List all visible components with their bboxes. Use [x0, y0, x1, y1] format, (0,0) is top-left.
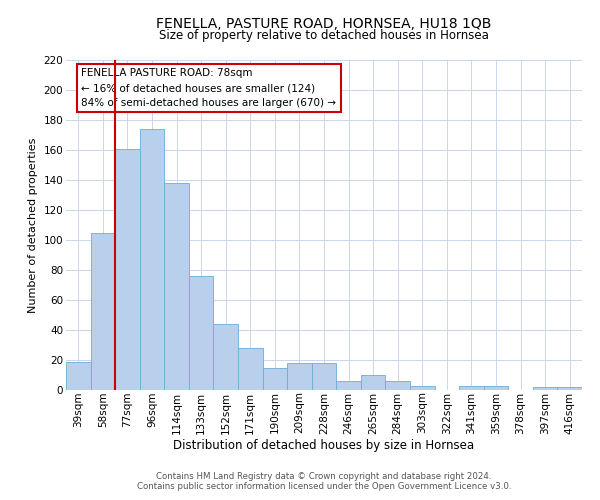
- Bar: [263, 368, 287, 390]
- Bar: [336, 381, 361, 390]
- Bar: [410, 386, 434, 390]
- X-axis label: Distribution of detached houses by size in Hornsea: Distribution of detached houses by size …: [173, 439, 475, 452]
- Bar: [91, 232, 115, 390]
- Bar: [238, 348, 263, 390]
- Bar: [66, 362, 91, 390]
- Bar: [557, 387, 582, 390]
- Bar: [189, 276, 214, 390]
- Text: FENELLA PASTURE ROAD: 78sqm
← 16% of detached houses are smaller (124)
84% of se: FENELLA PASTURE ROAD: 78sqm ← 16% of det…: [82, 68, 337, 108]
- Bar: [484, 386, 508, 390]
- Bar: [459, 386, 484, 390]
- Bar: [312, 363, 336, 390]
- Y-axis label: Number of detached properties: Number of detached properties: [28, 138, 38, 312]
- Bar: [287, 363, 312, 390]
- Text: Contains public sector information licensed under the Open Government Licence v3: Contains public sector information licen…: [137, 482, 511, 491]
- Bar: [533, 387, 557, 390]
- Bar: [115, 148, 140, 390]
- Bar: [385, 381, 410, 390]
- Bar: [140, 129, 164, 390]
- Text: FENELLA, PASTURE ROAD, HORNSEA, HU18 1QB: FENELLA, PASTURE ROAD, HORNSEA, HU18 1QB: [157, 18, 491, 32]
- Bar: [214, 324, 238, 390]
- Text: Size of property relative to detached houses in Hornsea: Size of property relative to detached ho…: [159, 29, 489, 42]
- Bar: [361, 375, 385, 390]
- Bar: [164, 183, 189, 390]
- Text: Contains HM Land Registry data © Crown copyright and database right 2024.: Contains HM Land Registry data © Crown c…: [156, 472, 492, 481]
